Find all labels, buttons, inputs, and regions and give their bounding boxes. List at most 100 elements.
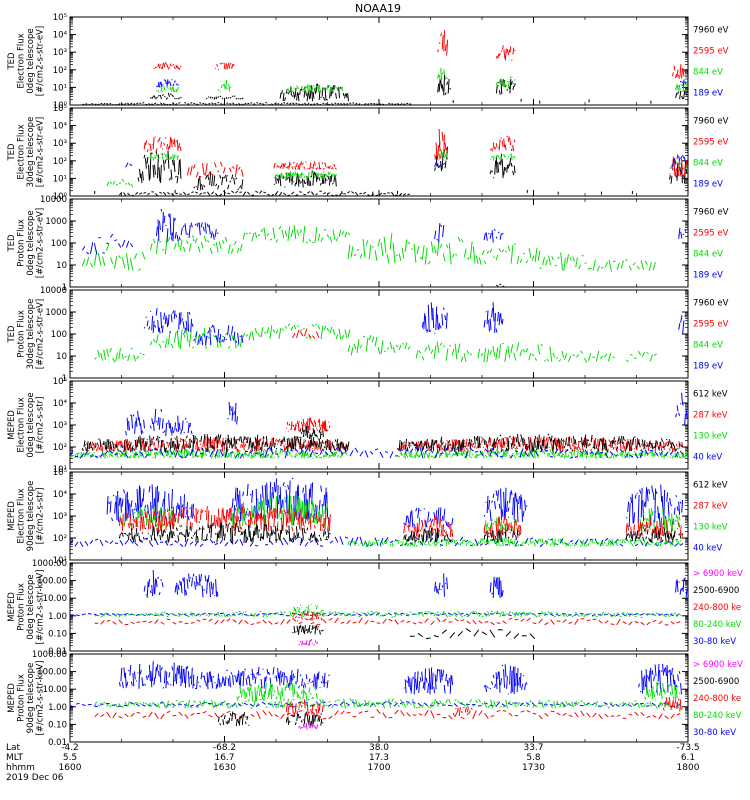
data-series bbox=[292, 328, 320, 339]
series-layer bbox=[70, 477, 684, 548]
data-series bbox=[496, 283, 505, 287]
x-tick-label-mlt: 16.7 bbox=[214, 753, 234, 763]
data-series bbox=[156, 79, 687, 88]
y-tick-label: 10⁰ bbox=[53, 192, 68, 202]
legend-entry: 80-240 keV bbox=[693, 711, 742, 721]
y-tick-label: 1.00 bbox=[48, 703, 67, 713]
y-axis-label-line: [#/cm2-s-str-eV] bbox=[36, 117, 46, 187]
y-axis-label-line: Electron Flux bbox=[17, 397, 27, 452]
data-series bbox=[70, 661, 682, 708]
y-tick-label: 10000 bbox=[40, 286, 67, 296]
y-tick-label: 10000 bbox=[40, 195, 67, 205]
figure-title: NOAA19 bbox=[355, 2, 401, 15]
legend-entry: 2595 eV bbox=[693, 229, 729, 239]
panel-2: 10⁰ 10¹ 10² 10³ 10⁴ 10⁵ TEDElectron Flux30deg … bbox=[7, 104, 729, 202]
y-axis-label: TEDProton Flux30deg telescope[#/cm2-s-st… bbox=[7, 299, 46, 370]
y-tick-label: 1000.00 bbox=[32, 650, 67, 660]
x-tick-label-mlt: 5.5 bbox=[63, 753, 77, 763]
y-axis-label-line: MEPED bbox=[7, 501, 17, 531]
data-series bbox=[118, 522, 684, 544]
panel-5: 10¹ 10² 10³ 10⁴ 10⁵ MEPEDElectron Flux0deg te… bbox=[7, 377, 728, 475]
y-tick-label: 0.01 bbox=[48, 738, 67, 748]
data-series bbox=[94, 323, 657, 363]
panel-frame bbox=[69, 107, 689, 197]
legend-entry: > 6900 keV bbox=[693, 660, 743, 670]
y-tick-label: 1 bbox=[62, 374, 67, 384]
y-axis-label-line: TED bbox=[7, 234, 17, 253]
y-tick-label: 10¹ bbox=[53, 556, 67, 566]
y-axis-label-line: [#/cm2-s-str-eV] bbox=[36, 299, 46, 369]
y-axis-label: TEDElectron Flux0deg telescope[#/cm2-s-s… bbox=[7, 26, 46, 96]
series-layer bbox=[82, 30, 688, 105]
x-tick-label-mlt: 6.1 bbox=[681, 753, 695, 763]
y-axis-label-line: Proton Flux bbox=[17, 674, 27, 722]
row-label-mlt: MLT bbox=[6, 753, 24, 763]
y-tick-label: 100 bbox=[51, 330, 67, 340]
legend-entry: 612 keV bbox=[693, 481, 728, 491]
y-tick-label: 10.00 bbox=[43, 685, 67, 695]
legend-entry: 287 keV bbox=[693, 502, 728, 512]
y-axis-label-line: [#/cm2-s-str] bbox=[36, 397, 46, 454]
y-axis-label: MEPEDProton Flux0deg telescope[#/cm2-s-s… bbox=[7, 570, 46, 645]
panel-1: 10⁰ 10¹ 10² 10³ 10⁴ 10⁵ TEDElectron Flux0deg t… bbox=[7, 13, 729, 111]
data-series bbox=[118, 495, 682, 547]
panel-frame bbox=[69, 289, 689, 379]
y-tick-label: 10³ bbox=[53, 48, 67, 58]
series-layer bbox=[70, 392, 688, 459]
y-axis-label-line: [#/cm2-s-str-eV] bbox=[36, 26, 46, 96]
legend-entry: 844 eV bbox=[693, 249, 723, 259]
panel-6: 10¹ 10² 10³ 10⁴ 10⁵ MEPEDElectron Flux90deg t… bbox=[7, 468, 728, 566]
y-axis-label: TEDElectron Flux30deg telescope[#/cm2-s-… bbox=[7, 117, 46, 188]
data-series bbox=[94, 610, 681, 626]
legend-entry: 240-800 ke bbox=[693, 694, 741, 704]
y-tick-label: 10³ bbox=[53, 512, 67, 522]
legend-entry: 189 eV bbox=[693, 88, 723, 98]
y-axis-label-line: 30deg telescope bbox=[26, 117, 36, 188]
data-series bbox=[94, 681, 682, 709]
data-series bbox=[94, 696, 683, 720]
data-series bbox=[153, 30, 686, 79]
series-layer bbox=[81, 208, 687, 287]
panel-4: 1 10 100 1000 10000 TEDProton Flux30deg teles… bbox=[7, 286, 729, 384]
y-axis-label-line: [#/cm2-s-str-eV] bbox=[36, 208, 46, 278]
x-tick-label-time: 1630 bbox=[213, 763, 236, 773]
y-axis-label-line: 30deg telescope bbox=[26, 299, 36, 370]
data-series bbox=[298, 638, 319, 646]
y-axis-label-line: 0deg telescope bbox=[26, 28, 36, 93]
series-layer bbox=[70, 570, 688, 646]
data-series bbox=[143, 302, 687, 346]
series-layer bbox=[94, 302, 687, 363]
data-series bbox=[125, 154, 687, 170]
y-tick-label: 10⁵ bbox=[53, 468, 67, 478]
y-axis-label-line: MEPED bbox=[7, 683, 17, 713]
y-tick-label: 10⁰ bbox=[53, 101, 68, 111]
x-tick-label-time: 1800 bbox=[677, 763, 700, 773]
x-tick-label-lat: -68.2 bbox=[213, 743, 236, 753]
y-axis-label-line: Electron Flux bbox=[17, 488, 27, 543]
data-series bbox=[70, 392, 688, 459]
legend-entry: 2595 eV bbox=[693, 320, 729, 330]
y-tick-label: 10¹ bbox=[53, 83, 67, 93]
panel-3: 1 10 100 1000 10000 TEDProton Flux0deg telesc… bbox=[7, 195, 729, 293]
y-axis-label-line: TED bbox=[7, 52, 17, 71]
data-series bbox=[118, 505, 684, 539]
x-tick-label-lat: 38.0 bbox=[369, 743, 389, 753]
x-tick-label-lat: -4.2 bbox=[61, 743, 79, 753]
series-layer bbox=[94, 128, 688, 196]
x-tick-label-mlt: 17.3 bbox=[369, 753, 389, 763]
y-tick-label: 100 bbox=[51, 239, 67, 249]
y-axis-label: MEPEDProton Flux90deg telescope[#/cm2-s-… bbox=[7, 661, 46, 736]
legend-entry: 7960 eV bbox=[693, 117, 729, 127]
legend-entry: 2595 eV bbox=[693, 138, 729, 148]
legend-entry: > 6900 keV bbox=[693, 569, 743, 579]
x-tick-label-time: 1700 bbox=[368, 763, 391, 773]
y-axis-label-line: 0deg telescope bbox=[26, 574, 36, 639]
y-tick-label: 10¹ bbox=[53, 174, 67, 184]
y-tick-label: 10³ bbox=[53, 139, 67, 149]
y-tick-label: 10⁴ bbox=[53, 31, 68, 41]
y-tick-label: 1 bbox=[62, 283, 67, 293]
panel-frame bbox=[69, 562, 689, 652]
y-tick-label: 1.00 bbox=[48, 612, 67, 622]
